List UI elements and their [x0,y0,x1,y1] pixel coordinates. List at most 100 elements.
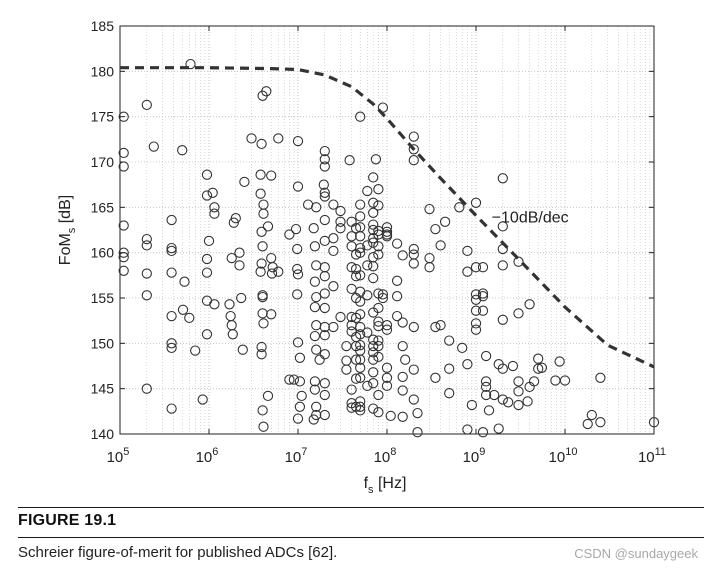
data-point [559,375,571,386]
data-point [292,243,303,255]
data-point [381,380,393,392]
data-point [319,378,330,389]
data-point [373,407,384,418]
data-point [256,341,267,353]
data-point [190,345,201,356]
data-point [470,262,482,273]
data-point [397,250,408,261]
data-point [328,321,339,333]
data-point [118,161,129,172]
plot-frame [119,25,655,435]
data-point [355,329,366,340]
x-axis-label: fs [Hz] [364,475,407,496]
data-point [368,334,379,345]
data-point [257,291,268,303]
data-point [141,233,152,245]
data-point [319,187,330,198]
data-point [355,401,366,412]
data-point [350,271,362,282]
data-point [311,291,322,303]
data-point [273,133,284,144]
data-point [256,258,267,269]
data-point [536,362,548,373]
data-point [177,304,189,315]
data-point [311,409,322,421]
data-point [391,238,403,249]
data-point [408,144,419,155]
data-point [284,374,295,385]
data-point [373,335,384,346]
reference-line [120,66,655,369]
data-point [483,405,495,416]
data-point [470,197,482,208]
data-point [166,214,177,226]
data-point [355,354,366,365]
data-point [311,260,322,271]
data-point [397,371,408,383]
data-point [141,290,152,301]
y-axis-label-sub: s [66,227,78,233]
data-point [346,262,357,273]
data-point [341,364,352,375]
data-point [381,362,393,373]
data-point [266,170,277,181]
data-point [141,383,152,394]
data-point [582,418,593,430]
data-point [302,199,314,210]
data-point [554,356,565,367]
data-point [477,262,489,273]
data-point [368,272,379,284]
data-point [319,349,330,360]
data-point [550,375,561,386]
data-point [346,283,357,295]
y-tick-label: 160 [91,245,115,261]
data-point [373,389,384,401]
x-tick-label: 105 [107,446,130,466]
watermark: CSDN @sundaygeek [574,546,698,561]
data-point [266,268,278,279]
data-point [368,207,379,218]
data-point [477,288,489,299]
data-point [381,320,393,331]
y-tick-labels: 140 145 150 155 160 165 170 175 180 185 [91,18,115,442]
data-point [311,320,322,331]
data-point [341,355,352,366]
data-point [350,373,362,384]
y-tick-label: 165 [91,199,115,215]
y-axis-label: FoMs [dB] [57,195,78,265]
data-point [209,208,220,219]
data-point [256,226,267,237]
data-point [470,305,482,316]
data-point [462,359,473,370]
data-point [412,427,423,438]
y-tick-label: 155 [91,290,115,306]
data-point [314,354,325,365]
data-point [294,401,306,412]
data-point [335,216,346,227]
data-point [209,202,220,213]
data-point [292,263,303,275]
data-point [184,312,195,324]
data-point [179,276,190,287]
caption-top-rule [18,507,704,508]
data-point [311,344,322,355]
data-point [328,233,339,244]
data-point [290,223,302,235]
data-point [292,289,303,300]
data-point [435,240,446,251]
y-tick-label: 170 [91,154,115,170]
data-point [444,388,455,399]
data-point [118,247,129,258]
data-point [118,252,129,263]
caption-bottom-rule [18,537,704,538]
data-point [355,405,366,416]
data-point [203,235,215,247]
x-tick-labels: 105 106 107 108 109 1010 1011 [107,446,666,466]
data-point [319,389,330,401]
data-point [513,308,524,319]
data-point [362,290,373,301]
data-point [166,403,177,414]
data-point [397,385,408,396]
slope-annotation: −10dB/dec [492,209,569,226]
data-point [355,321,366,333]
